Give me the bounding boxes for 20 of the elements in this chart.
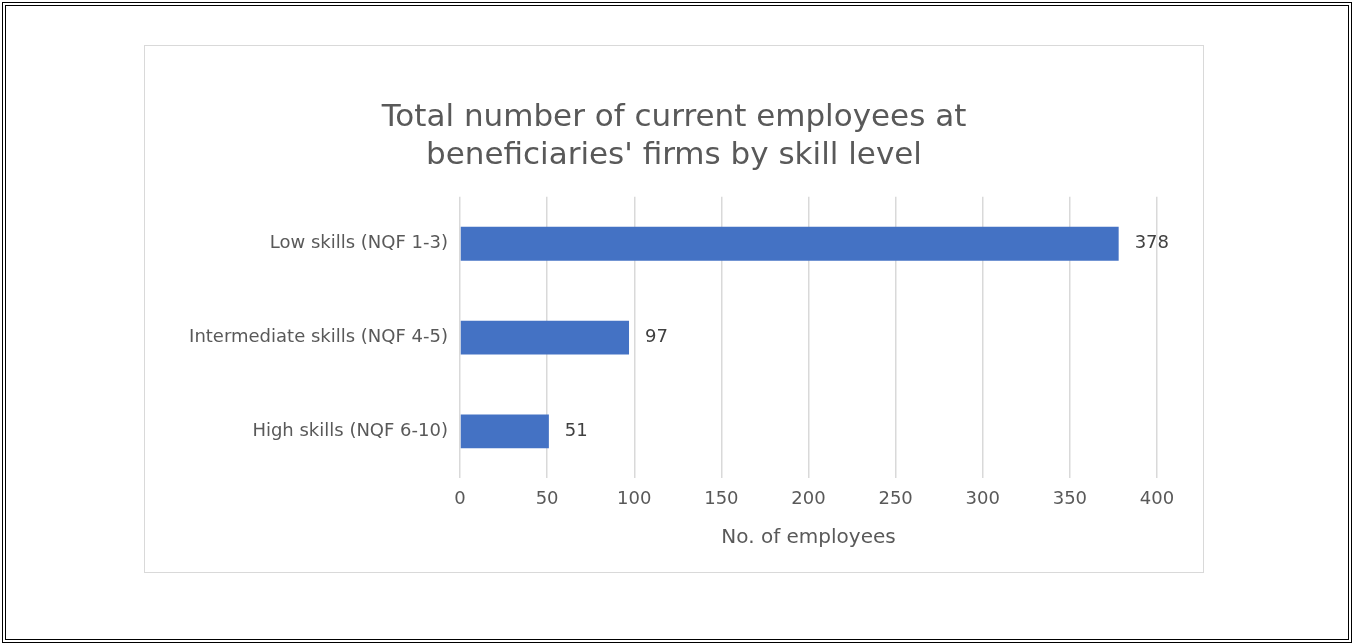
x-tick-label: 250: [878, 486, 913, 508]
x-tick-label: 150: [704, 486, 739, 508]
bar: [460, 320, 630, 355]
chart-title: Total number of current employees at beneficiaries' firms by skill level: [380, 96, 968, 172]
y-tick-label: Low skills (NQF 1-3): [269, 231, 448, 253]
data-label: 51: [564, 419, 588, 441]
bar: [460, 226, 1119, 261]
y-tick-label: High skills (NQF 6-10): [252, 419, 448, 441]
x-tick-label: 200: [791, 486, 826, 508]
x-tick-label: 400: [1139, 486, 1175, 508]
y-tick-label: Intermediate skills (NQF 4-5): [189, 325, 448, 347]
x-tick-label: 100: [617, 486, 652, 508]
x-tick-label: 350: [1052, 486, 1088, 508]
data-label: 378: [1134, 231, 1170, 253]
x-tick-label: 300: [965, 486, 1000, 508]
x-tick-label: 0: [454, 486, 466, 508]
x-axis-title: No. of employees: [721, 524, 896, 549]
data-label: 97: [645, 325, 668, 347]
x-tick-label: 50: [535, 486, 559, 508]
bar: [460, 414, 549, 449]
